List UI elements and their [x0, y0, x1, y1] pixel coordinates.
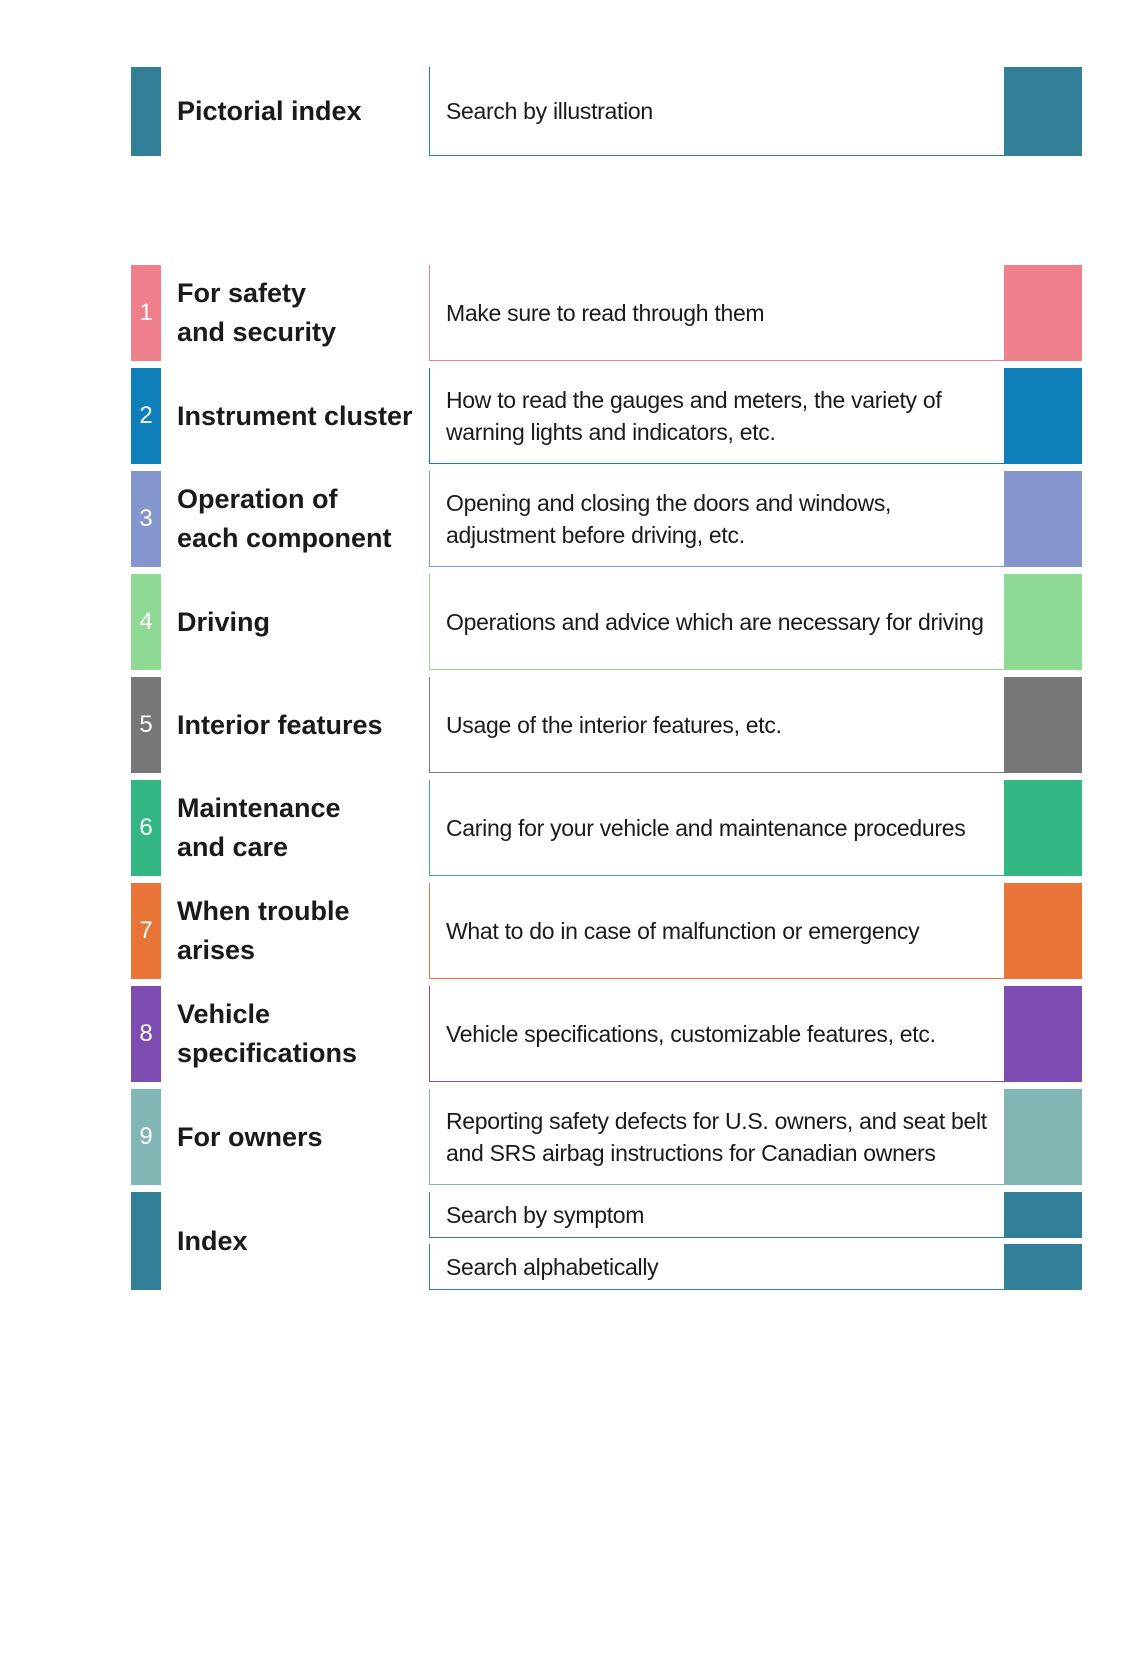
section-number-tab: 8	[131, 986, 161, 1082]
title-line: Instrument cluster	[177, 400, 413, 431]
section-color-tab	[131, 1192, 161, 1290]
title-line: Operation of	[177, 484, 338, 514]
description-line: Caring for your vehicle and maintenance …	[446, 814, 966, 841]
section-number-tab: 3	[131, 471, 161, 567]
section-title: When trouble arises	[177, 883, 422, 979]
section-description[interactable]: Reporting safety defects for U.S. owners…	[429, 1089, 1004, 1185]
section-description[interactable]: What to do in case of malfunction or eme…	[429, 883, 1004, 979]
section-3[interactable]: 3 Operation of each component Opening and c…	[0, 471, 1142, 567]
section-title: Vehicle specifications	[177, 986, 422, 1082]
description-line: Vehicle specifications, customizable fea…	[446, 1020, 936, 1047]
index-item-label: Search by symptom	[446, 1201, 645, 1228]
section-description[interactable]: Usage of the interior features, etc.	[429, 677, 1004, 773]
section-number-tab: 7	[131, 883, 161, 979]
section-description[interactable]: How to read the gauges and meters, the v…	[429, 368, 1004, 464]
section-title: For owners	[177, 1089, 422, 1185]
description-line: warning lights and indicators, etc.	[446, 418, 776, 445]
section-edge-tab[interactable]	[1004, 677, 1082, 773]
section-description[interactable]: Opening and closing the doors and window…	[429, 471, 1004, 567]
title-line: Index	[177, 1225, 248, 1256]
index-edge-tab[interactable]	[1004, 1192, 1082, 1238]
title-line: Maintenance	[177, 793, 341, 823]
section-number-tab: 5	[131, 677, 161, 773]
section-6[interactable]: 6 Maintenance and care Caring for your vehi…	[0, 780, 1142, 876]
section-title: Instrument cluster	[177, 368, 422, 464]
description-line: Usage of the interior features, etc.	[446, 711, 782, 738]
description-line: and SRS airbag instructions for Canadian…	[446, 1139, 936, 1166]
section-title: Pictorial index	[177, 67, 422, 156]
section-pictorial-index[interactable]: Pictorial index Search by illustration	[0, 67, 1142, 156]
section-title: Driving	[177, 574, 422, 670]
index-item-search-by-symptom[interactable]: Search by symptom	[0, 1192, 1142, 1238]
index-item-label: Search alphabetically	[446, 1253, 659, 1280]
title-line: arises	[177, 935, 256, 965]
section-7[interactable]: 7 When trouble arises What to do in case of…	[0, 883, 1142, 979]
section-title: Maintenance and care	[177, 780, 422, 876]
section-5[interactable]: 5 Interior features Usage of the interior …	[0, 677, 1142, 773]
section-title: For safety and security	[177, 265, 422, 361]
index-item-link[interactable]: Search alphabetically	[429, 1244, 1004, 1290]
section-description[interactable]: Make sure to read through them	[429, 265, 1004, 361]
section-edge-tab[interactable]	[1004, 368, 1082, 464]
title-line: and care	[177, 832, 289, 862]
section-2[interactable]: 2 Instrument cluster How to read the gauge…	[0, 368, 1142, 464]
section-title: Index	[177, 1192, 422, 1290]
description-line: Reporting safety defects for U.S. owners…	[446, 1107, 987, 1134]
description-line: Operations and advice which are necessar…	[446, 608, 984, 635]
title-line: specifications	[177, 1038, 358, 1068]
description-line: Opening and closing the doors and window…	[446, 489, 892, 516]
section-edge-tab[interactable]	[1004, 265, 1082, 361]
section-color-tab	[131, 67, 161, 156]
section-title: Operation of each component	[177, 471, 422, 567]
index-edge-tab[interactable]	[1004, 1244, 1082, 1290]
description-line: How to read the gauges and meters, the v…	[446, 386, 942, 413]
section-number-tab: 1	[131, 265, 161, 361]
title-line: For safety	[177, 278, 307, 308]
title-line: Interior features	[177, 709, 383, 740]
section-description[interactable]: Caring for your vehicle and maintenance …	[429, 780, 1004, 876]
title-line: For owners	[177, 1121, 323, 1152]
section-number-tab: 6	[131, 780, 161, 876]
section-description[interactable]: Vehicle specifications, customizable fea…	[429, 986, 1004, 1082]
section-number-tab: 4	[131, 574, 161, 670]
title-line: When trouble	[177, 896, 350, 926]
index-item-link[interactable]: Search by symptom	[429, 1192, 1004, 1238]
section-description[interactable]: Operations and advice which are necessar…	[429, 574, 1004, 670]
section-4[interactable]: 4 Driving Operations and advice which are …	[0, 574, 1142, 670]
section-title: Interior features	[177, 677, 422, 773]
section-edge-tab[interactable]	[1004, 471, 1082, 567]
section-index[interactable]: Index Search by symptom Search alphabetica…	[0, 1192, 1142, 1290]
title-line: Pictorial index	[177, 96, 362, 126]
title-line: and security	[177, 317, 337, 347]
section-edge-tab[interactable]	[1004, 67, 1082, 156]
section-9[interactable]: 9 For owners Reporting safety defects for …	[0, 1089, 1142, 1185]
title-line: each component	[177, 523, 392, 553]
section-edge-tab[interactable]	[1004, 574, 1082, 670]
section-edge-tab[interactable]	[1004, 986, 1082, 1082]
section-edge-tab[interactable]	[1004, 1089, 1082, 1185]
section-number-tab: 9	[131, 1089, 161, 1185]
title-line: Vehicle	[177, 999, 271, 1029]
description-line: Make sure to read through them	[446, 299, 765, 326]
section-8[interactable]: 8 Vehicle specifications Vehicle specificat…	[0, 986, 1142, 1082]
section-number-tab: 2	[131, 368, 161, 464]
title-line: Driving	[177, 606, 271, 637]
description-line: What to do in case of malfunction or eme…	[446, 917, 920, 944]
section-1[interactable]: 1 For safety and security Make sure to read…	[0, 265, 1142, 361]
section-edge-tab[interactable]	[1004, 780, 1082, 876]
section-edge-tab[interactable]	[1004, 883, 1082, 979]
description-line: Search by illustration	[446, 98, 653, 124]
index-item-search-alphabetically[interactable]: Search alphabetically	[0, 1244, 1142, 1290]
description-line: adjustment before driving, etc.	[446, 521, 745, 548]
section-description[interactable]: Search by illustration	[429, 67, 1004, 156]
